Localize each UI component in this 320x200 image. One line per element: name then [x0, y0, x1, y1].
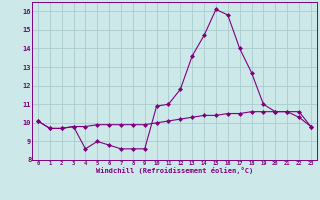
- X-axis label: Windchill (Refroidissement éolien,°C): Windchill (Refroidissement éolien,°C): [96, 167, 253, 174]
